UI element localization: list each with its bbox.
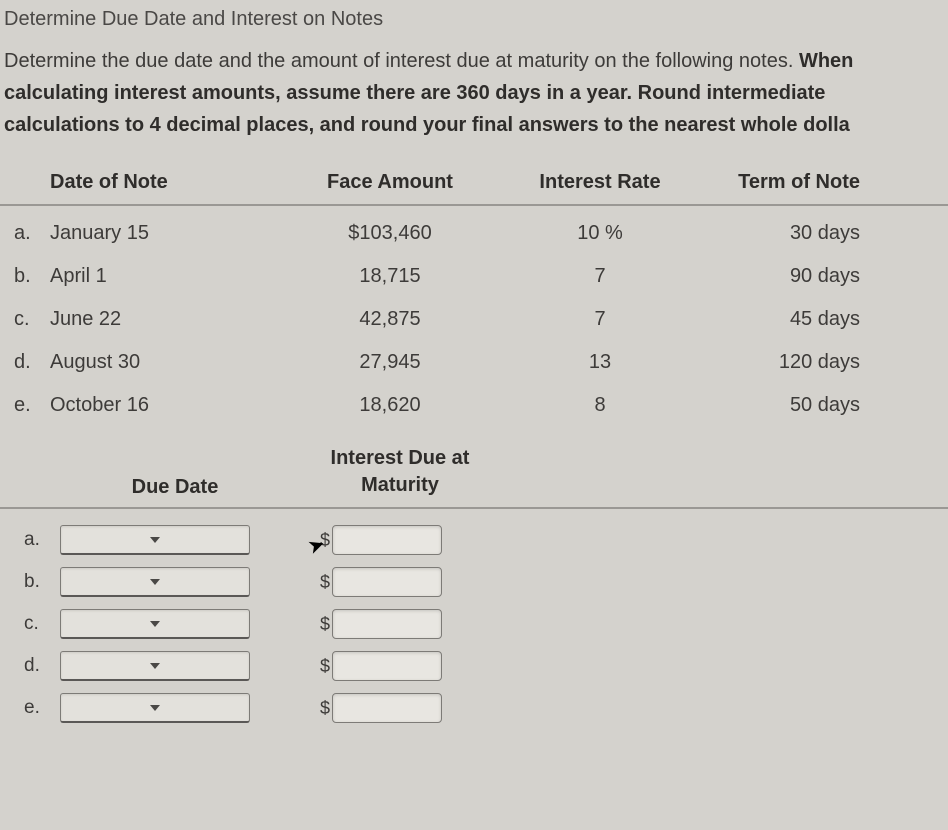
- header-face-amount: Face Amount: [280, 171, 500, 194]
- answer-header-interest-line2: Maturity: [290, 472, 510, 499]
- row-date: June 22: [50, 308, 280, 331]
- due-date-dropdown-c[interactable]: [60, 609, 250, 639]
- row-rate: 7: [500, 308, 700, 331]
- answer-row: e. $: [0, 687, 948, 729]
- row-date: January 15: [50, 222, 280, 245]
- row-rate: 7: [500, 265, 700, 288]
- interest-input-a[interactable]: [332, 525, 442, 555]
- interest-input-c[interactable]: [332, 609, 442, 639]
- page-title: Determine Due Date and Interest on Notes: [0, 8, 948, 45]
- answer-row-letter: d.: [0, 655, 60, 677]
- row-date: October 16: [50, 394, 280, 417]
- answer-due-date-cell: [60, 525, 290, 555]
- row-term: 50 days: [700, 394, 900, 417]
- table-row: b. April 1 18,715 7 90 days: [0, 255, 948, 298]
- header-date-of-note: Date of Note: [50, 171, 280, 194]
- answer-header-row: Due Date Interest Due at Maturity: [0, 445, 948, 509]
- chevron-down-icon: [150, 621, 160, 627]
- row-term: 45 days: [700, 308, 900, 331]
- table-row: e. October 16 18,620 8 50 days: [0, 384, 948, 427]
- row-face: 18,715: [280, 265, 500, 288]
- row-rate: 8: [500, 394, 700, 417]
- table-row: a. January 15 $103,460 10 % 30 days: [0, 212, 948, 255]
- interest-input-b[interactable]: [332, 567, 442, 597]
- due-date-dropdown-d[interactable]: [60, 651, 250, 681]
- interest-input-d[interactable]: [332, 651, 442, 681]
- row-rate: 13: [500, 351, 700, 374]
- row-letter: b.: [0, 265, 50, 288]
- chevron-down-icon: [150, 663, 160, 669]
- chevron-down-icon: [150, 537, 160, 543]
- answer-due-date-cell: [60, 609, 290, 639]
- answer-row-letter: c.: [0, 613, 60, 635]
- dollar-sign: $: [320, 528, 330, 552]
- dollar-sign: $: [320, 612, 330, 636]
- answer-row: b. $: [0, 561, 948, 603]
- answer-interest-cell: $: [290, 567, 510, 597]
- row-term: 90 days: [700, 265, 900, 288]
- chevron-down-icon: [150, 705, 160, 711]
- row-term: 30 days: [700, 222, 900, 245]
- table-row: c. June 22 42,875 7 45 days: [0, 298, 948, 341]
- chevron-down-icon: [150, 579, 160, 585]
- interest-input-e[interactable]: [332, 693, 442, 723]
- answer-header-due-date: Due Date: [60, 476, 290, 499]
- row-letter: e.: [0, 394, 50, 417]
- answer-interest-cell: $: [290, 693, 510, 723]
- answer-header-interest-line1: Interest Due at: [290, 445, 510, 472]
- row-face: 27,945: [280, 351, 500, 374]
- notes-data-table: Date of Note Face Amount Interest Rate T…: [0, 163, 948, 427]
- answer-interest-cell: $: [290, 609, 510, 639]
- header-term-of-note: Term of Note: [700, 171, 900, 194]
- row-face: 18,620: [280, 394, 500, 417]
- instructions-part1: Determine the due date and the amount of…: [4, 50, 799, 72]
- due-date-dropdown-a[interactable]: [60, 525, 250, 555]
- row-letter: d.: [0, 351, 50, 374]
- due-date-dropdown-e[interactable]: [60, 693, 250, 723]
- answer-row-letter: b.: [0, 571, 60, 593]
- answer-row: d. $: [0, 645, 948, 687]
- row-term: 120 days: [700, 351, 900, 374]
- table-header-row: Date of Note Face Amount Interest Rate T…: [0, 163, 948, 206]
- table-row: d. August 30 27,945 13 120 days: [0, 341, 948, 384]
- due-date-dropdown-b[interactable]: [60, 567, 250, 597]
- answer-section: Due Date Interest Due at Maturity a. $ ➤…: [0, 445, 948, 729]
- page-root: Determine Due Date and Interest on Notes…: [0, 0, 948, 729]
- header-interest-rate: Interest Rate: [500, 171, 700, 194]
- answer-row-letter: a.: [0, 529, 60, 551]
- row-rate: 10 %: [500, 222, 700, 245]
- answer-row: c. $: [0, 603, 948, 645]
- row-date: April 1: [50, 265, 280, 288]
- dollar-sign: $: [320, 696, 330, 720]
- row-date: August 30: [50, 351, 280, 374]
- instructions-text: Determine the due date and the amount of…: [0, 45, 948, 141]
- answer-row: a. $ ➤: [0, 519, 948, 561]
- answer-interest-cell: $: [290, 651, 510, 681]
- answer-due-date-cell: [60, 567, 290, 597]
- dollar-sign: $: [320, 570, 330, 594]
- dollar-sign: $: [320, 654, 330, 678]
- row-letter: c.: [0, 308, 50, 331]
- row-face: 42,875: [280, 308, 500, 331]
- row-letter: a.: [0, 222, 50, 245]
- answer-interest-cell: $: [290, 525, 510, 555]
- answer-due-date-cell: [60, 651, 290, 681]
- answer-row-letter: e.: [0, 697, 60, 719]
- answer-due-date-cell: [60, 693, 290, 723]
- answer-header-interest: Interest Due at Maturity: [290, 445, 510, 499]
- row-face: $103,460: [280, 222, 500, 245]
